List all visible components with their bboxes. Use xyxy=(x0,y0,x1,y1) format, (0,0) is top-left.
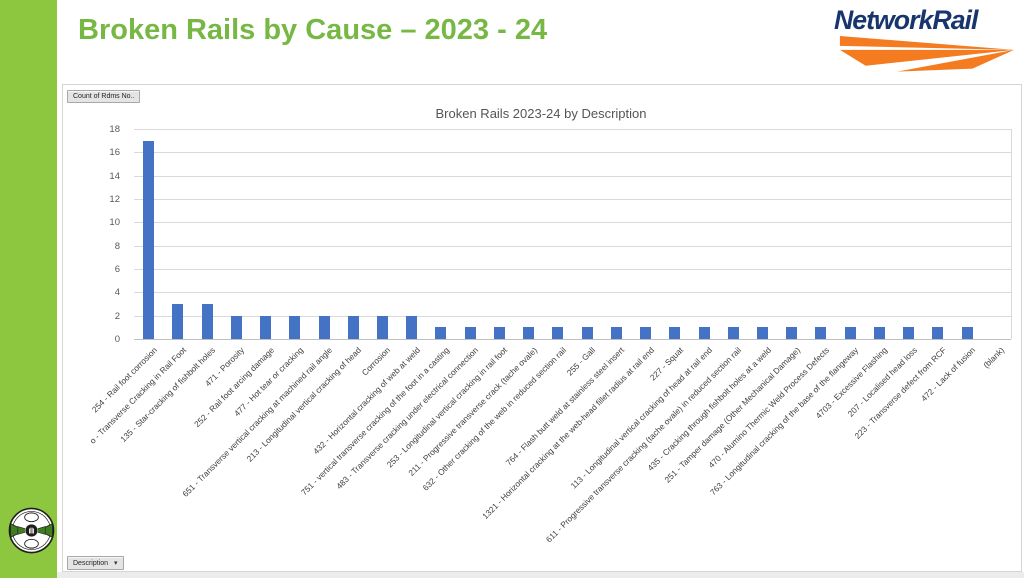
y-tick-label: 6 xyxy=(114,264,120,275)
gridline xyxy=(134,292,1011,293)
bar xyxy=(172,304,184,339)
y-tick-label: 14 xyxy=(109,171,120,182)
bar xyxy=(318,315,330,339)
gridline xyxy=(134,152,1011,153)
gridline xyxy=(134,199,1011,200)
pivot-value-field-label: Count of Rdms No.. xyxy=(73,93,135,100)
bar xyxy=(932,327,944,339)
gridline xyxy=(134,129,1011,130)
slide-title: Broken Rails by Cause – 2023 - 24 xyxy=(78,14,548,46)
bar xyxy=(961,327,973,339)
bar xyxy=(844,327,856,339)
bar xyxy=(289,315,301,339)
bar xyxy=(230,315,242,339)
chart-panel: Count of Rdms No.. Broken Rails 2023-24 … xyxy=(62,84,1022,572)
bar xyxy=(815,327,827,339)
bar xyxy=(376,315,388,339)
pivot-value-field-button[interactable]: Count of Rdms No.. xyxy=(67,90,141,103)
green-sidebar xyxy=(0,0,57,578)
bar xyxy=(873,327,885,339)
bar xyxy=(201,304,213,339)
y-tick-label: 0 xyxy=(114,334,120,345)
bar xyxy=(552,327,564,339)
bar xyxy=(406,315,418,339)
y-tick-label: 2 xyxy=(114,311,120,322)
networkrail-swoosh-icon xyxy=(839,36,1015,72)
gridline xyxy=(134,222,1011,223)
bar xyxy=(260,315,272,339)
bar xyxy=(581,327,593,339)
bottom-strip xyxy=(57,572,1024,578)
dropdown-arrow-icon: ▾ xyxy=(114,560,118,567)
plot-right-border xyxy=(1011,129,1012,339)
x-axis-line xyxy=(134,339,1011,340)
gridline xyxy=(134,316,1011,317)
y-tick-label: 8 xyxy=(114,241,120,252)
bar xyxy=(698,327,710,339)
bar xyxy=(493,327,505,339)
networkrail-logo-text: NetworkRail xyxy=(834,5,979,35)
bar xyxy=(640,327,652,339)
bar xyxy=(143,140,155,339)
gridline xyxy=(134,246,1011,247)
y-tick-label: 4 xyxy=(114,287,120,298)
y-tick-label: 18 xyxy=(109,124,120,135)
y-tick-label: 16 xyxy=(109,147,120,158)
bar xyxy=(523,327,535,339)
pivot-axis-field-button[interactable]: Description ▾ xyxy=(67,556,124,570)
chart-title: Broken Rails 2023-24 by Description xyxy=(435,106,647,121)
bar xyxy=(435,327,447,339)
gridline xyxy=(134,269,1011,270)
pivot-axis-field-label: Description xyxy=(73,560,109,567)
y-tick-label: 10 xyxy=(109,217,120,228)
bar xyxy=(903,327,915,339)
bar xyxy=(757,327,769,339)
bar xyxy=(786,327,798,339)
bar xyxy=(347,315,359,339)
bar xyxy=(727,327,739,339)
bar xyxy=(669,327,681,339)
gridline xyxy=(134,176,1011,177)
pwi-emblem-icon xyxy=(8,507,55,554)
bar xyxy=(464,327,476,339)
y-tick-label: 12 xyxy=(109,194,120,205)
networkrail-logo: NetworkRail xyxy=(834,5,1015,72)
bar xyxy=(610,327,622,339)
